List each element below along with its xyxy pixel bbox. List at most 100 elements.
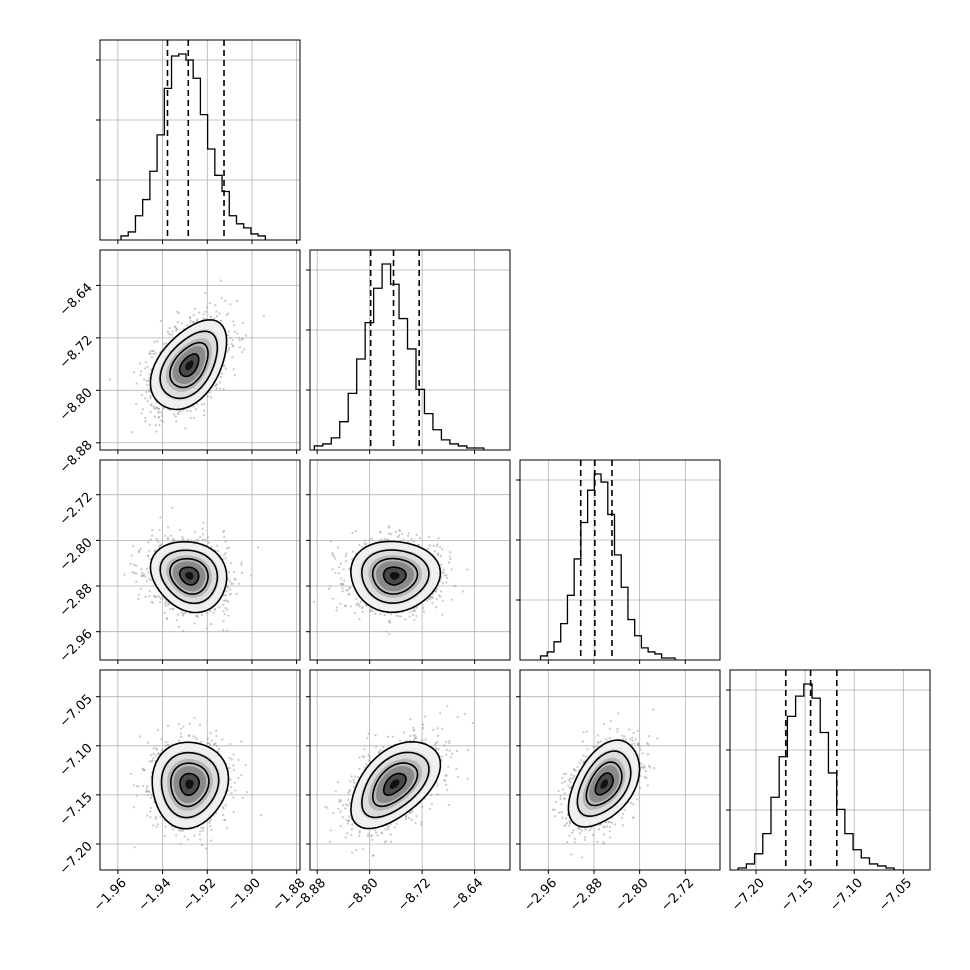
scatter-point — [139, 547, 142, 551]
x-tick-label: −8.72 — [395, 876, 434, 915]
scatter-point — [226, 584, 229, 587]
scatter-point — [148, 423, 151, 426]
scatter-point — [358, 756, 361, 759]
scatter-point — [146, 784, 149, 788]
scatter-point — [132, 783, 135, 787]
scatter-point — [141, 571, 144, 574]
scatter-point — [565, 841, 569, 844]
scatter-point — [551, 808, 555, 811]
scatter-point — [152, 757, 155, 760]
scatter-point — [168, 326, 171, 330]
scatter-point — [148, 390, 151, 393]
contour-line-1 — [585, 761, 623, 807]
scatter-point — [367, 732, 370, 736]
scatter-point — [222, 388, 225, 391]
y-tick-label: −7.10 — [57, 741, 96, 780]
scatter-point — [414, 822, 417, 825]
scatter-point — [358, 834, 361, 837]
scatter-point — [409, 718, 412, 721]
scatter-point — [643, 775, 647, 779]
histogram-1 — [313, 263, 485, 450]
scatter-point — [135, 564, 138, 567]
scatter-point — [351, 550, 355, 553]
scatter-point — [140, 412, 143, 415]
scatter-point — [181, 409, 184, 412]
scatter-point — [132, 806, 136, 809]
scatter-point — [149, 352, 152, 355]
scatter-point — [403, 731, 406, 734]
scatter-point — [140, 568, 143, 571]
scatter-point — [187, 838, 190, 841]
scatter-point — [421, 739, 424, 742]
scatter-point — [450, 598, 453, 601]
scatter-point — [189, 409, 192, 413]
scatter-point — [344, 604, 348, 607]
scatter-point — [225, 590, 228, 593]
panel-frame — [309, 669, 511, 871]
scatter-point — [206, 612, 209, 615]
scatter-point — [435, 606, 438, 609]
scatter-point — [429, 807, 432, 811]
y-tick-label: −2.72 — [57, 490, 96, 529]
scatter-point — [134, 402, 138, 406]
scatter-point — [209, 839, 213, 842]
scatter-point — [398, 528, 401, 531]
scatter-point — [157, 540, 160, 543]
scatter-point — [225, 547, 229, 550]
scatter-point — [631, 739, 634, 742]
scatter-point — [582, 731, 585, 734]
scatter-point — [221, 738, 224, 741]
scatter-point — [215, 387, 218, 390]
scatter-point — [339, 824, 342, 828]
scatter-panel-2-1 — [306, 459, 511, 664]
x-tick-label: −2.80 — [613, 876, 652, 915]
scatter-point — [638, 745, 641, 748]
scatter-point — [206, 395, 209, 398]
scatter-point — [374, 734, 377, 737]
scatter-point — [359, 600, 362, 603]
scatter-point — [574, 769, 577, 772]
scatter-point — [346, 804, 350, 807]
scatter-point — [337, 807, 340, 810]
scatter-point — [228, 580, 231, 583]
scatter-point — [616, 727, 619, 731]
scatter-point — [226, 599, 229, 602]
scatter-point — [173, 539, 176, 542]
scatter-point — [201, 538, 204, 541]
density-level-5 — [185, 779, 194, 789]
scatter-point — [404, 618, 407, 621]
scatter-point — [584, 828, 587, 831]
scatter-point — [364, 542, 368, 546]
scatter-point — [176, 412, 179, 416]
scatter-point — [441, 599, 444, 602]
scatter-point — [222, 529, 226, 533]
histogram-3 — [737, 683, 903, 870]
scatter-point — [192, 405, 195, 408]
scatter-point — [140, 574, 143, 578]
scatter-point — [432, 728, 435, 731]
scatter-point — [154, 424, 157, 427]
scatter-point — [224, 557, 227, 560]
scatter-point — [448, 749, 451, 752]
scatter-point — [355, 848, 358, 852]
scatter-point — [447, 765, 450, 768]
scatter-point — [150, 403, 153, 406]
scatter-point — [206, 742, 209, 745]
scatter-point — [636, 798, 639, 801]
scatter-point — [130, 554, 133, 557]
scatter-point — [167, 536, 170, 539]
scatter-point — [404, 817, 407, 821]
scatter-point — [443, 574, 446, 577]
scatter-point — [179, 528, 182, 531]
scatter-point — [411, 613, 415, 617]
scatter-point — [641, 752, 644, 755]
scatter-point — [418, 537, 421, 540]
scatter-point — [646, 753, 650, 756]
scatter-point — [227, 570, 231, 574]
contour-line-3 — [149, 541, 228, 614]
scatter-point — [219, 319, 223, 322]
scatter-point — [442, 571, 445, 574]
scatter-point — [148, 760, 151, 763]
scatter-point — [640, 765, 643, 769]
